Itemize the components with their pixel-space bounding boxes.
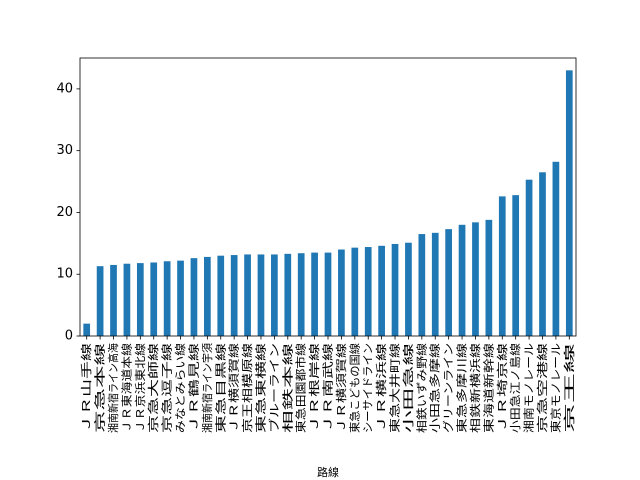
bar — [445, 229, 452, 336]
x-tick-label: 東急目黒線 — [213, 343, 227, 433]
x-tick-label: 東急多摩川線 — [455, 343, 469, 433]
y-axis: 0 10 20 30 40 — [56, 81, 80, 343]
y-tick-label: 10 — [56, 267, 73, 282]
bar — [244, 254, 251, 336]
x-tick-label: 東急東横線 — [253, 343, 267, 433]
x-tick-label: ＪＲ横須賀線 — [334, 343, 348, 433]
x-tick-label: ＪＲ鶴見線 — [186, 343, 200, 433]
x-tick-label: 相鉄新横浜線 — [468, 343, 482, 433]
bar — [486, 220, 493, 336]
bar — [418, 234, 425, 336]
bar — [526, 180, 533, 336]
x-tick-label: 東急こどもの国線 — [347, 343, 361, 433]
x-tick-label: 湘南新宿ライン宇須 — [200, 343, 214, 433]
x-tick-label: 東急田園都市線 — [294, 343, 308, 433]
bar — [365, 247, 372, 336]
x-tick-label: 京王線 — [562, 343, 576, 433]
x-tick-label: グリーンライン — [441, 343, 455, 433]
x-tick-label: ブルーライン — [267, 343, 281, 433]
bar — [110, 265, 117, 336]
bar — [539, 172, 546, 336]
x-tick-label: 小田急多摩線 — [428, 343, 442, 433]
bar — [150, 262, 157, 336]
bar — [258, 254, 265, 336]
x-tick-label: ＪＲ南武線 — [321, 343, 335, 433]
bar — [405, 243, 412, 336]
bar — [164, 261, 171, 336]
bar — [378, 246, 385, 336]
x-tick-label: 東京モノレール — [548, 343, 562, 433]
bar — [124, 264, 131, 336]
bar — [392, 244, 399, 336]
bar — [432, 233, 439, 336]
bar — [311, 253, 318, 336]
x-tick-label: ＪＲ京浜東北線 — [133, 343, 147, 433]
x-tick-label: ＪＲ埼京線 — [495, 343, 509, 433]
bar — [97, 266, 104, 336]
x-tick-label: 京急本線 — [93, 343, 107, 433]
bar — [472, 222, 479, 336]
x-tick-label: 小田急線 — [401, 343, 415, 433]
x-tick-label: ＪＲ根岸線 — [307, 343, 321, 433]
x-tick-label: ＪＲ山手線 — [79, 343, 93, 433]
x-tick-label: 湘南新宿ライン高海 — [106, 343, 120, 433]
bar — [231, 255, 238, 336]
x-tick-label: ＪＲ横須賀線 — [227, 343, 241, 433]
bar — [325, 253, 332, 336]
bar — [83, 324, 90, 336]
x-tick-label: みなとみらい線 — [173, 343, 187, 433]
y-tick-label: 40 — [56, 81, 73, 96]
x-tick-label: 湘南モノレール — [522, 343, 536, 433]
x-tick-label: 京急逗子線 — [160, 343, 174, 433]
x-tick-label: ＪＲ横浜線 — [374, 343, 388, 433]
y-tick-label: 20 — [56, 205, 73, 220]
x-tick-label: 東急大井町線 — [388, 343, 402, 433]
bars-group — [83, 70, 572, 336]
y-tick-label: 0 — [65, 329, 73, 344]
bar — [298, 253, 305, 336]
bar — [271, 254, 278, 336]
bar — [137, 263, 144, 336]
x-axis-title: 路線 — [317, 465, 339, 479]
x-axis: ＪＲ山手線 京急本線 湘南新宿ライン高海 ＪＲ東海道本線 ＪＲ京浜東北線 京急大師線 京急逗… — [79, 336, 576, 433]
x-tick-label: 相鉄いずみ野線 — [414, 343, 428, 433]
bar — [204, 257, 211, 336]
x-tick-label: 相鉄本線 — [280, 343, 294, 433]
x-tick-label: シーサイドライン — [362, 343, 375, 433]
x-tick-label: ＪＲ東海道本線 — [119, 343, 133, 433]
x-tick-label: 東海道新幹線 — [481, 343, 495, 433]
x-tick-label: 京王相模原線 — [240, 343, 254, 433]
bar — [177, 261, 184, 336]
bar — [351, 248, 358, 336]
bar — [566, 70, 573, 336]
bar — [217, 256, 224, 336]
bar — [459, 225, 466, 336]
x-tick-label: 小田急江ノ島線 — [508, 343, 522, 433]
bar — [512, 195, 519, 336]
bar — [553, 162, 560, 336]
bar — [499, 196, 506, 336]
bar — [338, 250, 345, 336]
bar — [191, 258, 198, 336]
x-tick-label: 京急空港線 — [535, 343, 549, 433]
y-tick-label: 30 — [56, 143, 73, 158]
bar — [284, 254, 291, 336]
x-tick-label: 京急大師線 — [146, 343, 160, 433]
